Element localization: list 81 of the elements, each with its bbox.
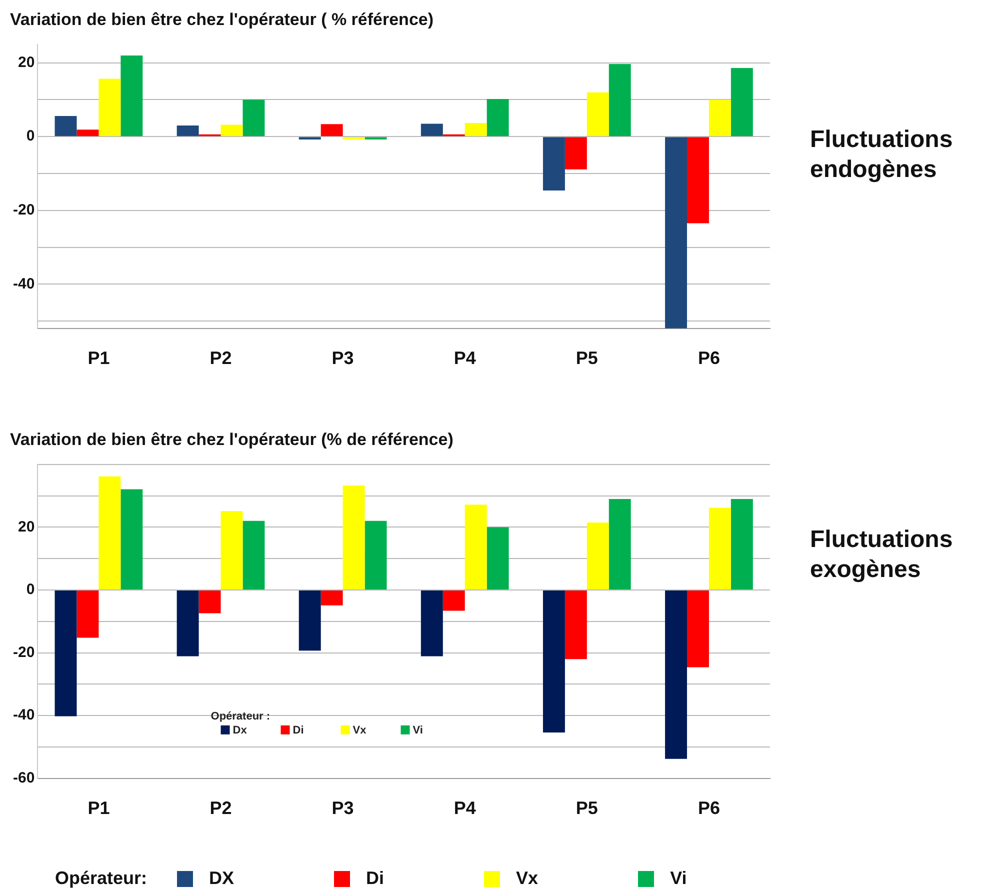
x-tick-label: P5	[576, 348, 598, 368]
bar	[242, 100, 265, 136]
y-tick-label: 20	[18, 518, 35, 536]
y-tick-label: 20	[18, 54, 35, 71]
bar	[730, 68, 753, 136]
bar	[120, 55, 143, 136]
bar	[665, 590, 688, 759]
legend-title: Opérateur :	[210, 710, 270, 722]
y-tick-label: 0	[26, 128, 35, 145]
bar	[586, 522, 609, 590]
bar	[76, 130, 99, 136]
bar	[120, 489, 143, 590]
bar	[342, 485, 365, 590]
bar	[420, 590, 443, 656]
x-tick-label: P1	[88, 798, 110, 818]
text: Fluctuations endogènes	[810, 125, 954, 185]
bar	[687, 137, 709, 224]
bar	[464, 504, 487, 590]
bar	[464, 122, 487, 136]
bar	[98, 476, 121, 590]
bar	[320, 124, 343, 136]
bar	[608, 498, 631, 590]
bar	[242, 520, 265, 590]
x-tick-label: P2	[210, 348, 232, 368]
y-tick-label: -40	[12, 275, 35, 292]
legend-label: Dx	[232, 724, 248, 736]
bar	[564, 137, 587, 170]
bar	[730, 498, 753, 590]
y-tick-label: -60	[12, 770, 35, 787]
x-tick-label: P3	[332, 798, 354, 818]
bar	[442, 590, 465, 611]
bar	[320, 590, 343, 606]
bar	[298, 590, 321, 651]
y-tick-label: -40	[12, 706, 35, 724]
legend-label: Vi	[412, 724, 423, 736]
x-tick-label: P6	[698, 798, 720, 818]
bar	[687, 590, 709, 668]
bar	[586, 92, 609, 136]
bar	[486, 527, 509, 590]
legend-label: Vi	[670, 868, 687, 889]
bar	[542, 137, 565, 190]
x-tick-label: P1	[88, 348, 110, 368]
bar	[198, 590, 221, 614]
bar	[708, 100, 731, 136]
bar	[298, 137, 321, 140]
y-tick-label: 0	[26, 581, 35, 598]
bar	[665, 137, 688, 328]
bar	[176, 126, 199, 136]
bar	[220, 124, 243, 136]
legend-title: Opérateur:	[55, 868, 148, 889]
y-tick-label: -20	[12, 202, 35, 219]
x-tick-label: P4	[454, 798, 476, 818]
bar	[708, 508, 731, 590]
bar	[54, 590, 77, 716]
bar	[76, 590, 99, 638]
legend-label: Di	[292, 724, 304, 736]
legend-label: Di	[366, 868, 384, 889]
bar	[220, 511, 243, 590]
bar	[420, 124, 443, 136]
legend-label: DX	[209, 868, 234, 889]
legend-label: Vx	[352, 724, 368, 736]
bar	[364, 520, 387, 590]
y-tick-label: -20	[12, 644, 35, 661]
bar	[176, 590, 199, 656]
legend-label: Vx	[516, 868, 538, 889]
bar	[54, 116, 77, 136]
chart-title: Variation de bien être chez l'opérateur ( % référence)	[10, 10, 434, 29]
bar	[564, 590, 587, 660]
bar	[542, 590, 565, 733]
bar	[342, 137, 365, 140]
x-tick-label: P2	[210, 798, 232, 818]
text: Fluctuations exogènes	[810, 525, 954, 585]
bar	[98, 78, 121, 136]
x-tick-label: P6	[698, 348, 720, 368]
bar	[486, 98, 509, 136]
x-tick-label: P5	[576, 798, 598, 818]
chart-title: Variation de bien être chez l'opérateur (% de référence)	[10, 430, 454, 449]
x-tick-label: P4	[454, 348, 476, 368]
bar	[364, 137, 387, 140]
x-tick-label: P3	[332, 348, 354, 368]
bar	[608, 64, 631, 136]
